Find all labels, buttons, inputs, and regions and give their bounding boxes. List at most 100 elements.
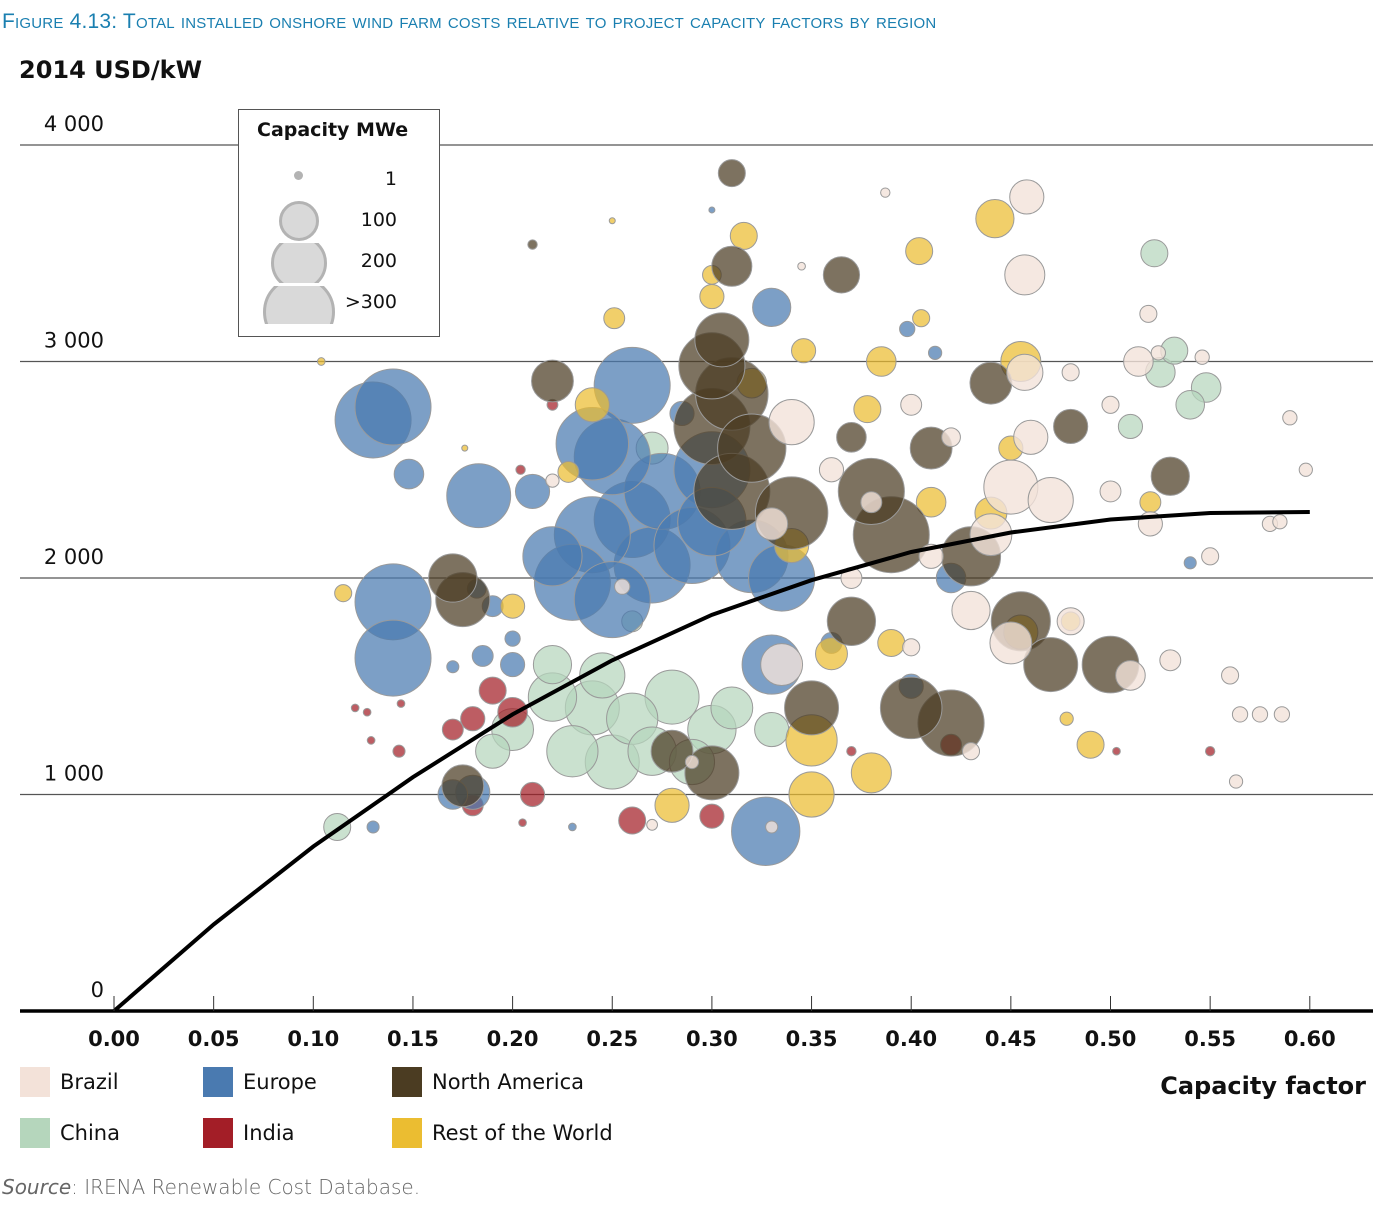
trend-line — [112, 510, 1310, 1013]
bubble-brazil — [614, 578, 631, 595]
x-tick-label: 0.60 — [1284, 1027, 1336, 1051]
bubble-north-america — [717, 159, 746, 188]
bubble-india — [396, 699, 406, 708]
source-text: : IRENA Renewable Cost Database. — [71, 1175, 421, 1199]
bubble-north-america — [836, 421, 867, 453]
bubble-europe — [731, 796, 801, 866]
size-label-300: >300 — [344, 291, 397, 313]
bubble-brazil — [860, 491, 883, 514]
bubble-rest-of-the-world — [975, 199, 1015, 239]
bubble-north-america — [969, 361, 1013, 405]
bubble-brazil — [1228, 774, 1244, 789]
bubble-rest-of-the-world — [850, 752, 892, 794]
size-legend: Capacity MWe 1 100 200 >300 — [238, 109, 440, 337]
bubble-rest-of-the-world — [815, 637, 848, 671]
bubble-rest-of-the-world — [915, 486, 947, 518]
bubble-north-america — [650, 729, 694, 773]
bubble-north-america — [717, 413, 787, 483]
bubble-china — [1117, 413, 1144, 440]
bubble-rest-of-the-world — [1059, 711, 1074, 726]
x-tick-labels: 0.00 0.05 0.10 0.15 0.20 0.25 0.30 0.35 0.40 0.45… — [88, 996, 1336, 1051]
legend-swatch-brazil — [20, 1067, 50, 1097]
bubble-europe — [752, 287, 792, 327]
bubble-europe — [514, 473, 551, 509]
bubble-rest-of-the-world — [654, 787, 690, 823]
bubble-europe — [446, 660, 460, 674]
size-legend-title: Capacity MWe — [257, 119, 409, 141]
bubble-china — [710, 686, 754, 730]
bubble-rest-of-the-world — [791, 338, 817, 364]
bubble-brazil — [1251, 706, 1269, 723]
x-tick-label: 0.55 — [1184, 1027, 1236, 1051]
bubble-brazil — [1006, 353, 1044, 391]
bubble-north-america — [441, 764, 485, 808]
bubble-china — [532, 645, 573, 685]
bubble-rest-of-the-world — [574, 387, 610, 423]
bubble-india — [441, 718, 464, 741]
x-tick-label: 0.50 — [1085, 1027, 1137, 1051]
x-tick-label: 0.40 — [885, 1027, 937, 1051]
bubble-brazil — [1298, 462, 1313, 477]
x-tick-label: 0.15 — [387, 1027, 439, 1051]
x-tick-label: 0.20 — [487, 1027, 539, 1051]
bubble-brazil — [760, 643, 804, 687]
bubble-europe — [446, 463, 512, 529]
bubble-rest-of-the-world — [608, 217, 616, 225]
bubble-brazil — [1004, 254, 1046, 296]
bubble-china — [579, 652, 626, 699]
bubble-brazil — [1123, 346, 1154, 377]
bubble-north-america — [1023, 637, 1079, 693]
bubble-india — [1204, 746, 1216, 757]
bubble-europe — [573, 561, 651, 639]
bubble-india — [515, 464, 526, 475]
bubble-brazil — [1013, 419, 1049, 455]
bubble-rest-of-the-world — [699, 283, 725, 310]
bubble-rest-of-the-world — [500, 593, 526, 619]
size-dot-300 — [263, 286, 335, 324]
bubble-brazil — [989, 621, 1033, 665]
bubble-north-america — [879, 676, 943, 740]
legend-label-europe: Europe — [243, 1070, 317, 1094]
x-tick-label: 0.45 — [985, 1027, 1037, 1051]
bubble-europe — [928, 345, 943, 360]
bubble-brazil — [902, 638, 921, 657]
y-tick-label: 3 000 — [44, 329, 104, 353]
size-dot-200-clip — [269, 243, 329, 283]
bubble-china — [1175, 390, 1206, 420]
size-label-100: 100 — [360, 209, 397, 231]
bubble-brazil — [1101, 395, 1120, 414]
bubble-europe — [708, 206, 716, 214]
bubble-brazil — [1272, 514, 1288, 530]
bubble-china — [546, 725, 599, 778]
bubble-brazil — [545, 473, 560, 488]
x-tick-label: 0.25 — [586, 1027, 638, 1051]
legend-label-rest-of-world: Rest of the World — [432, 1121, 613, 1145]
x-tick-label: 0.00 — [88, 1027, 140, 1051]
bubble-india — [362, 707, 372, 717]
bubble-europe — [568, 822, 577, 832]
bubble-rest-of-the-world — [788, 771, 835, 818]
size-label-1: 1 — [384, 168, 397, 190]
bubble-brazil — [755, 507, 789, 541]
size-dot-300-clip — [261, 286, 337, 324]
legend-swatch-north-america — [392, 1067, 422, 1097]
bubble-rest-of-the-world — [1076, 730, 1105, 759]
bubble-europe — [354, 619, 432, 697]
bubble-north-america — [1150, 456, 1190, 496]
bubble-brazil — [765, 820, 779, 834]
legend-label-india: India — [243, 1121, 295, 1145]
y-tick-label: 0 — [91, 978, 104, 1002]
bubble-north-america — [784, 680, 840, 736]
bubble-brazil — [1056, 607, 1085, 636]
bubble-north-america — [428, 553, 478, 603]
source-note: Source: IRENA Renewable Cost Database. — [2, 1175, 420, 1199]
bubble-brazil — [1194, 349, 1210, 365]
bubble-rest-of-the-world — [912, 309, 931, 328]
bubble-brazil — [951, 590, 991, 631]
x-tick-label: 0.10 — [287, 1027, 339, 1051]
bubble-brazil — [1221, 666, 1240, 685]
bubble-rest-of-the-world — [334, 584, 353, 603]
bubble-europe — [393, 458, 425, 490]
legend-label-china: China — [60, 1121, 120, 1145]
